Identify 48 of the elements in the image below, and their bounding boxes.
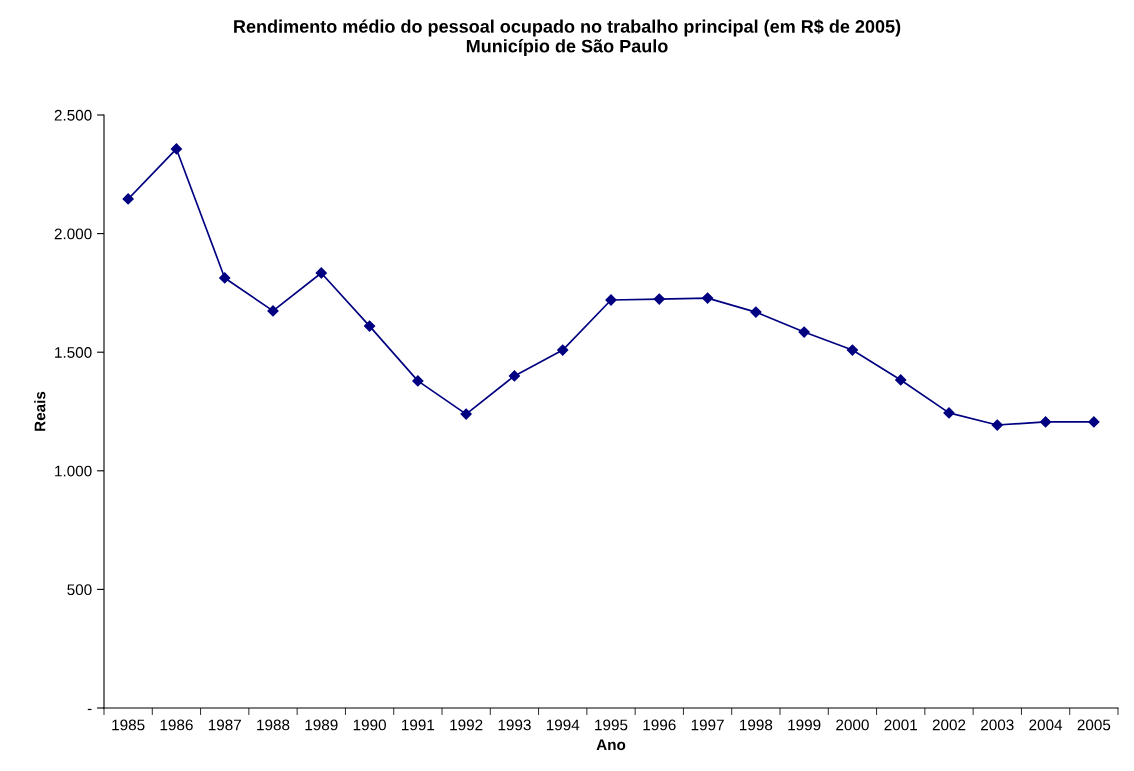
- x-tick-label: 1993: [498, 719, 531, 731]
- x-tick-label: 2005: [1077, 719, 1111, 731]
- x-tick-label: 2003: [981, 719, 1014, 731]
- y-axis-title: Reais: [34, 391, 46, 431]
- point: [363, 320, 376, 332]
- y-tick-label: 1.500: [55, 347, 92, 358]
- y-tick-label: 500: [67, 584, 92, 596]
- point: [557, 344, 569, 356]
- y-tick-label: 2.000: [54, 228, 92, 240]
- y-tick-label: -: [87, 708, 92, 711]
- point: [798, 326, 810, 338]
- x-tick-label: 1988: [257, 719, 290, 731]
- x-tick-label: 2000: [836, 719, 869, 731]
- x-tick-label: 1997: [691, 719, 724, 731]
- point: [315, 267, 327, 279]
- chart-title: Rendimento médio do pessoal ocupado no trabalho principal (em R$ de 2005) Município de São Paulo: [234, 19, 901, 57]
- point: [991, 419, 1003, 431]
- point: [412, 375, 424, 387]
- x-tick-label: 1986: [160, 719, 193, 731]
- x-tick-label: 1987: [208, 719, 241, 731]
- point: [170, 143, 183, 155]
- x-tick-label: 1999: [788, 719, 821, 731]
- point: [460, 408, 472, 420]
- y-tick-label: 2.500: [54, 109, 92, 121]
- x-tick-label: 1989: [305, 719, 338, 731]
- point: [895, 374, 907, 386]
- x-axis-title: Ano: [596, 739, 626, 751]
- x-tick-label: 1992: [450, 719, 483, 731]
- x-tick-label: 1996: [643, 719, 676, 731]
- x-tick-label: 1985: [112, 719, 145, 731]
- point: [1039, 416, 1052, 428]
- x-tick-label: 2002: [932, 719, 966, 731]
- y-tick-label: 1.000: [55, 465, 92, 477]
- x-tick-label: 1990: [353, 719, 386, 731]
- x-tick-label: 1991: [402, 719, 435, 731]
- point: [122, 193, 134, 205]
- point: [653, 293, 665, 305]
- point: [508, 370, 521, 382]
- point: [1088, 416, 1100, 428]
- x-tick-label: 1995: [595, 719, 628, 731]
- point: [701, 292, 714, 304]
- point: [750, 306, 762, 318]
- point: [846, 344, 859, 356]
- x-tick-label: 2004: [1029, 719, 1063, 731]
- x-tick-label: 1994: [546, 719, 580, 731]
- point: [219, 272, 231, 284]
- x-tick-label: 1998: [740, 719, 773, 731]
- x-tick-label: 2001: [884, 719, 917, 731]
